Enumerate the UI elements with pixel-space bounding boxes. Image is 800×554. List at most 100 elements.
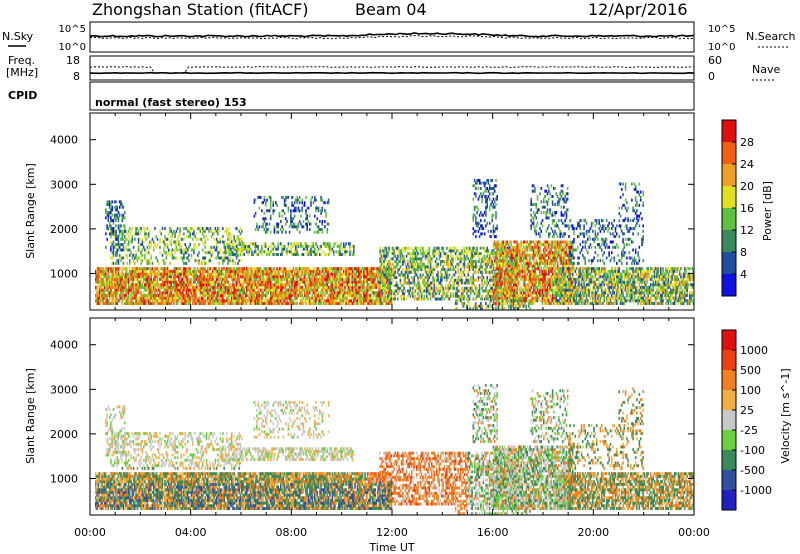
range-cell <box>137 299 140 303</box>
range-cell <box>441 297 443 301</box>
range-cell <box>439 286 442 290</box>
range-cell <box>291 291 293 295</box>
range-cell <box>256 269 258 273</box>
range-cell <box>317 230 320 234</box>
range-cell <box>429 273 432 277</box>
range-cell <box>239 237 242 241</box>
range-cell <box>100 280 102 284</box>
range-cell <box>407 252 409 256</box>
range-cell <box>151 272 154 276</box>
range-cell <box>121 277 124 281</box>
range-cell <box>108 203 111 206</box>
range-cell <box>340 283 342 287</box>
range-cell <box>268 195 271 199</box>
range-cell <box>233 277 235 281</box>
range-cell <box>186 248 189 252</box>
range-cell <box>107 299 110 303</box>
range-cell <box>174 288 176 292</box>
range-cell <box>189 277 191 281</box>
range-cell <box>232 291 234 295</box>
range-cell <box>228 302 230 305</box>
range-cell <box>229 275 232 279</box>
range-cell <box>298 275 301 279</box>
range-cell <box>269 299 272 303</box>
range-cell <box>413 297 415 301</box>
range-cell <box>180 245 183 249</box>
range-cell <box>341 247 344 251</box>
range-cell <box>118 224 121 228</box>
range-cell <box>317 280 320 284</box>
range-cell <box>290 214 292 218</box>
range-cell <box>387 252 389 256</box>
range-cell <box>387 302 389 305</box>
range-cell <box>134 302 136 305</box>
range-cell <box>233 285 235 289</box>
range-cell <box>95 288 97 292</box>
range-cell <box>174 235 176 239</box>
range-cell <box>339 294 341 297</box>
range-cell <box>207 283 209 287</box>
range-cell <box>363 280 365 284</box>
cpid-panel: CPID normal (fast stereo) 153 <box>8 81 695 111</box>
range-cell <box>308 269 311 273</box>
range-cell <box>375 275 378 279</box>
range-cell <box>198 227 200 231</box>
range-cell <box>161 267 164 271</box>
range-cell <box>217 283 219 287</box>
range-cell <box>156 267 159 271</box>
range-cell <box>198 243 200 247</box>
range-cell <box>267 247 269 251</box>
range-cell <box>112 296 115 300</box>
range-cell <box>369 294 371 297</box>
range-cell <box>280 280 282 284</box>
range-cell <box>302 267 305 271</box>
range-cell <box>242 275 244 279</box>
range-cell <box>268 302 271 305</box>
range-cell <box>244 244 247 248</box>
range-cell <box>232 269 234 273</box>
range-cell <box>98 272 101 276</box>
range-cell <box>412 265 414 269</box>
range-cell <box>393 297 395 301</box>
range-cell <box>388 299 390 303</box>
range-cell <box>345 291 347 295</box>
range-cell <box>417 278 419 282</box>
range-cell <box>271 242 273 246</box>
range-cell <box>353 296 355 300</box>
range-cell <box>141 240 144 244</box>
range-cell <box>229 269 232 273</box>
range-cell <box>457 268 459 272</box>
range-cell <box>424 268 427 272</box>
range-cell <box>184 294 186 297</box>
range-cell <box>234 253 237 256</box>
range-cell <box>261 296 263 300</box>
range-cell <box>483 246 486 250</box>
range-cell <box>222 296 224 300</box>
range-cell <box>320 277 322 281</box>
range-cell <box>315 283 317 287</box>
range-cell <box>219 240 222 244</box>
range-cell <box>263 277 266 281</box>
range-cell <box>374 272 376 276</box>
range-cell <box>130 272 132 276</box>
range-cell <box>130 288 132 292</box>
range-cell <box>108 211 111 215</box>
range-cell <box>152 240 155 244</box>
range-cell <box>120 296 122 300</box>
cpid-label: CPID <box>8 89 37 102</box>
range-cell <box>392 289 394 293</box>
range-cell <box>169 261 171 265</box>
range-cell <box>409 257 412 261</box>
range-cell <box>297 269 300 273</box>
range-cell <box>253 275 256 279</box>
range-cell <box>379 297 381 301</box>
range-cell <box>266 302 268 305</box>
range-cell <box>111 291 113 295</box>
range-cell <box>454 257 457 261</box>
range-cell <box>321 222 324 226</box>
range-cell <box>234 294 237 297</box>
range-cell <box>197 227 199 231</box>
range-cell <box>217 291 219 295</box>
range-cell <box>262 222 264 226</box>
range-cell <box>389 268 392 272</box>
